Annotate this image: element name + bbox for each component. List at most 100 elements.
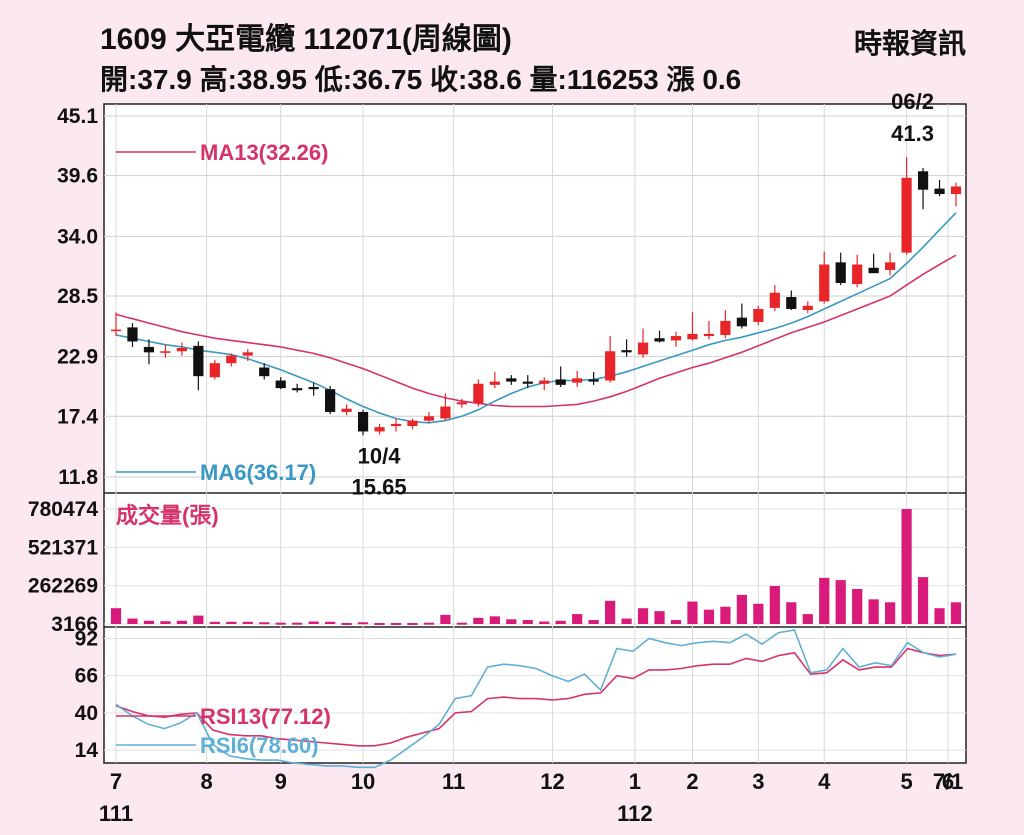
volume-bar — [637, 608, 649, 624]
candle-body — [720, 320, 731, 335]
volume-bar — [143, 620, 155, 624]
price-tick-label: 17.4 — [57, 405, 98, 428]
candle-body — [522, 381, 533, 384]
volume-bar — [325, 621, 336, 624]
volume-bar — [456, 622, 467, 625]
volume-bar — [308, 621, 319, 624]
price-tick-label: 28.5 — [57, 285, 98, 308]
candle-body — [209, 363, 220, 378]
volume-tick-label: 3166 — [51, 613, 98, 636]
candle-body — [407, 420, 418, 427]
volume-bar — [720, 606, 731, 624]
ma13-legend-label: MA13(32.26) — [200, 140, 328, 165]
volume-bar — [292, 622, 303, 625]
candle-body — [901, 177, 912, 253]
candle-body — [292, 388, 303, 391]
year-label: 111 — [99, 801, 133, 826]
candle-body — [637, 342, 649, 355]
volume-bar — [670, 620, 682, 624]
rsi6-legend-label: RSI6(78.60) — [200, 733, 319, 758]
volume-bar — [835, 580, 846, 624]
volume-bar — [786, 602, 797, 624]
month-tick-label: 4 — [818, 769, 831, 794]
price-tick-label: 39.6 — [57, 165, 98, 188]
volume-bar — [506, 619, 517, 624]
candle-body — [868, 267, 879, 274]
volume-bar — [226, 621, 237, 624]
volume-bar — [193, 615, 204, 624]
month-tick-label: 7/1 — [933, 769, 964, 794]
volume-bar — [753, 603, 764, 624]
volume-bar — [539, 621, 550, 624]
candle-body — [539, 380, 550, 384]
month-tick-label: 1 — [629, 769, 641, 794]
candle-body — [654, 338, 665, 342]
volume-bar — [885, 602, 896, 624]
candle-body — [357, 411, 369, 432]
candle-body — [802, 305, 813, 311]
source-label: 時報資訊 — [853, 28, 966, 59]
volume-tick-label: 521371 — [28, 536, 98, 559]
candle-body — [127, 327, 138, 342]
volume-bar — [852, 588, 863, 624]
volume-bar — [687, 601, 698, 624]
candle-body — [885, 262, 896, 270]
volume-bar — [819, 577, 830, 624]
rsi-tick-label: 66 — [75, 665, 98, 688]
volume-bar — [489, 616, 500, 624]
candle-body — [176, 347, 187, 352]
volume-bar — [390, 622, 402, 625]
volume-bar — [209, 621, 220, 624]
high-date-annotation: 06/2 — [891, 89, 934, 114]
volume-bar — [440, 614, 451, 624]
candle-body — [819, 264, 830, 302]
volume-label: 成交量(張) — [116, 503, 219, 528]
volume-bar — [736, 594, 747, 624]
candle-body — [588, 379, 599, 382]
price-tick-label: 11.8 — [58, 466, 98, 489]
candle-body — [374, 427, 385, 432]
month-tick-label: 11 — [442, 769, 465, 794]
low-date-annotation: 10/4 — [358, 443, 402, 468]
candle-body — [670, 336, 682, 341]
volume-bar — [621, 618, 632, 624]
candle-body — [259, 367, 270, 377]
candle-body — [835, 262, 846, 283]
candle-body — [110, 329, 122, 332]
month-tick-label: 6 — [942, 769, 954, 794]
candle-body — [703, 333, 715, 337]
volume-bar — [160, 621, 171, 624]
candle-body — [621, 350, 632, 353]
month-tick-label: 8 — [200, 769, 212, 794]
ma6-line — [115, 212, 957, 424]
volume-bar — [374, 622, 385, 625]
volume-bar — [522, 620, 533, 624]
high-value-annotation: 41.3 — [891, 121, 934, 146]
candle-body — [852, 264, 863, 285]
low-value-annotation: 15.65 — [352, 474, 407, 499]
month-tick-label: 10 — [351, 769, 375, 794]
volume-bar — [176, 620, 187, 624]
price-tick-label: 45.1 — [57, 105, 98, 128]
chart-title: 1609 大亞電纜 112071(周線圖) — [100, 23, 512, 56]
candle-body — [555, 379, 566, 385]
volume-bar — [868, 599, 879, 624]
candle-body — [456, 402, 467, 405]
candle-body — [605, 351, 616, 381]
volume-bar — [423, 622, 435, 625]
volume-bar — [341, 622, 352, 625]
ma6-legend-label: MA6(36.17) — [200, 460, 316, 485]
plot-area — [103, 103, 967, 764]
candle-body — [489, 381, 500, 385]
rsi-tick-label: 40 — [75, 702, 98, 725]
rsi6-line — [115, 628, 957, 769]
volume-bar — [654, 611, 665, 624]
price-tick-label: 34.0 — [57, 225, 98, 248]
candle-body — [242, 352, 253, 356]
candle-body — [226, 355, 237, 364]
volume-bar — [605, 600, 616, 624]
month-tick-label: 12 — [540, 769, 564, 794]
candle-body — [769, 292, 780, 308]
candle-body — [440, 406, 451, 419]
